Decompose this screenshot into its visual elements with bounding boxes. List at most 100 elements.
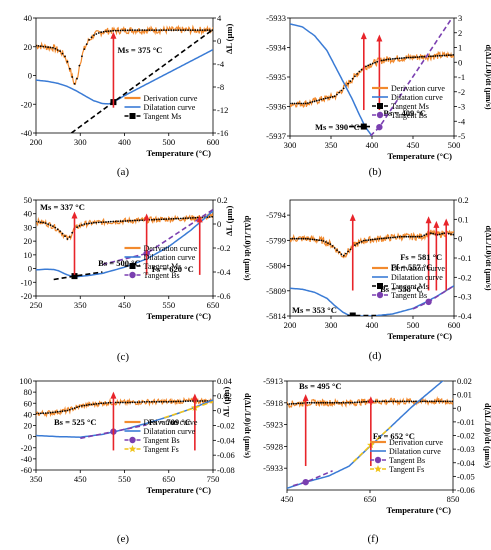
smoothed-point: [414, 235, 417, 238]
smoothed-point: [56, 49, 59, 51]
y-tick-label: -5937: [266, 131, 286, 141]
smoothed-point: [184, 217, 187, 220]
legend-marker: [129, 263, 136, 269]
annotation-arrowhead: [302, 394, 309, 402]
smoothed-point: [408, 400, 411, 403]
smoothed-point: [179, 217, 182, 220]
smoothed-point: [100, 31, 103, 34]
smoothed-point: [327, 97, 329, 99]
smoothed-point: [73, 407, 76, 409]
smoothed-point: [309, 238, 311, 241]
y-tick-label: 0: [28, 71, 32, 81]
smoothed-point: [167, 29, 170, 31]
smoothed-point: [442, 400, 445, 403]
y-tick-label: -5918: [263, 398, 283, 408]
y-tick-label: 0: [28, 264, 32, 274]
smoothed-point: [378, 400, 381, 403]
y-tick-label: -5794: [266, 210, 287, 220]
smoothed-point: [438, 233, 441, 236]
smoothed-point: [380, 59, 383, 62]
x-tick-label: 550: [118, 474, 131, 484]
y2-tick-label: -0.05: [457, 471, 475, 481]
smoothed-point: [163, 400, 165, 403]
smoothed-point: [119, 220, 122, 223]
smoothed-point: [447, 54, 450, 57]
annotation-arrowhead: [110, 391, 117, 399]
legend-marker: [376, 291, 384, 299]
x-tick-label: 250: [30, 300, 43, 310]
smoothed-point: [102, 221, 105, 224]
legend-label: Derivation curve: [144, 418, 198, 427]
smoothed-point: [414, 56, 417, 59]
y-tick-label: 10: [24, 250, 33, 260]
annotation-arrowhead: [367, 396, 374, 404]
y2-tick-label: 0: [458, 234, 462, 244]
smoothed-point: [410, 400, 413, 403]
smoothed-point: [172, 29, 175, 31]
smoothed-point: [177, 217, 180, 220]
y2-tick-label: -0.02: [457, 431, 475, 441]
smoothed-point: [423, 55, 426, 58]
smoothed-point: [153, 218, 156, 221]
smoothed-point: [421, 55, 423, 58]
smoothed-point: [165, 29, 168, 31]
smoothed-point: [409, 235, 412, 238]
smoothed-point: [187, 217, 190, 220]
smoothed-point: [78, 64, 81, 67]
smoothed-point: [342, 87, 345, 90]
smoothed-point: [199, 29, 202, 31]
smoothed-point: [52, 225, 54, 228]
smoothed-point: [298, 237, 300, 240]
smoothed-point: [399, 400, 402, 403]
annotation-arrowhead: [433, 220, 440, 228]
annotation-label: Fs = 709 °C: [149, 417, 191, 427]
smoothed-point: [170, 218, 173, 220]
smoothed-point: [211, 215, 213, 218]
smoothed-point: [307, 102, 309, 104]
smoothed-point: [390, 400, 392, 403]
smoothed-point: [117, 220, 119, 223]
smoothed-point: [114, 401, 117, 404]
smoothed-point: [331, 245, 334, 247]
smoothed-point: [129, 401, 132, 404]
smoothed-point: [155, 218, 158, 221]
legend-label: Derivation curve: [391, 264, 445, 273]
legend-marker: [128, 445, 137, 453]
smoothed-point: [327, 242, 329, 245]
smoothed-point: [409, 56, 412, 59]
y2-tick-label: 0: [217, 406, 221, 416]
smoothed-point: [208, 216, 211, 218]
smoothed-point: [338, 401, 340, 404]
smoothed-point: [76, 406, 78, 409]
tangent-marker: [302, 478, 309, 486]
y-tick-label: 30: [24, 222, 33, 232]
smoothed-point: [450, 233, 452, 236]
smoothed-point: [81, 224, 83, 226]
smoothed-point: [304, 237, 307, 240]
smoothed-point: [52, 411, 54, 414]
y-tick-label: 40: [24, 209, 33, 219]
smoothed-point: [300, 237, 303, 240]
smoothed-point: [95, 403, 98, 405]
smoothed-point: [68, 67, 71, 70]
y2-tick-label: -0.3: [458, 292, 471, 302]
plot-area: [36, 208, 213, 281]
smoothed-point: [211, 29, 213, 31]
smoothed-point: [295, 102, 298, 105]
smoothed-point: [389, 236, 392, 239]
smoothed-point: [97, 32, 100, 34]
legend-label: Dilatation curve: [389, 447, 441, 456]
smoothed-point: [378, 237, 381, 240]
smoothed-point: [134, 401, 136, 404]
x-tick-label: 850: [447, 494, 460, 504]
smoothed-point: [117, 29, 119, 32]
smoothed-point: [170, 29, 173, 31]
y-tick-label: 50: [24, 195, 33, 205]
y2-tick-label: -0.4: [458, 311, 472, 321]
y2-tick-label: -3: [458, 102, 465, 112]
legend-marker: [129, 113, 136, 119]
legend-marker: [129, 271, 136, 279]
smoothed-point: [452, 233, 454, 236]
